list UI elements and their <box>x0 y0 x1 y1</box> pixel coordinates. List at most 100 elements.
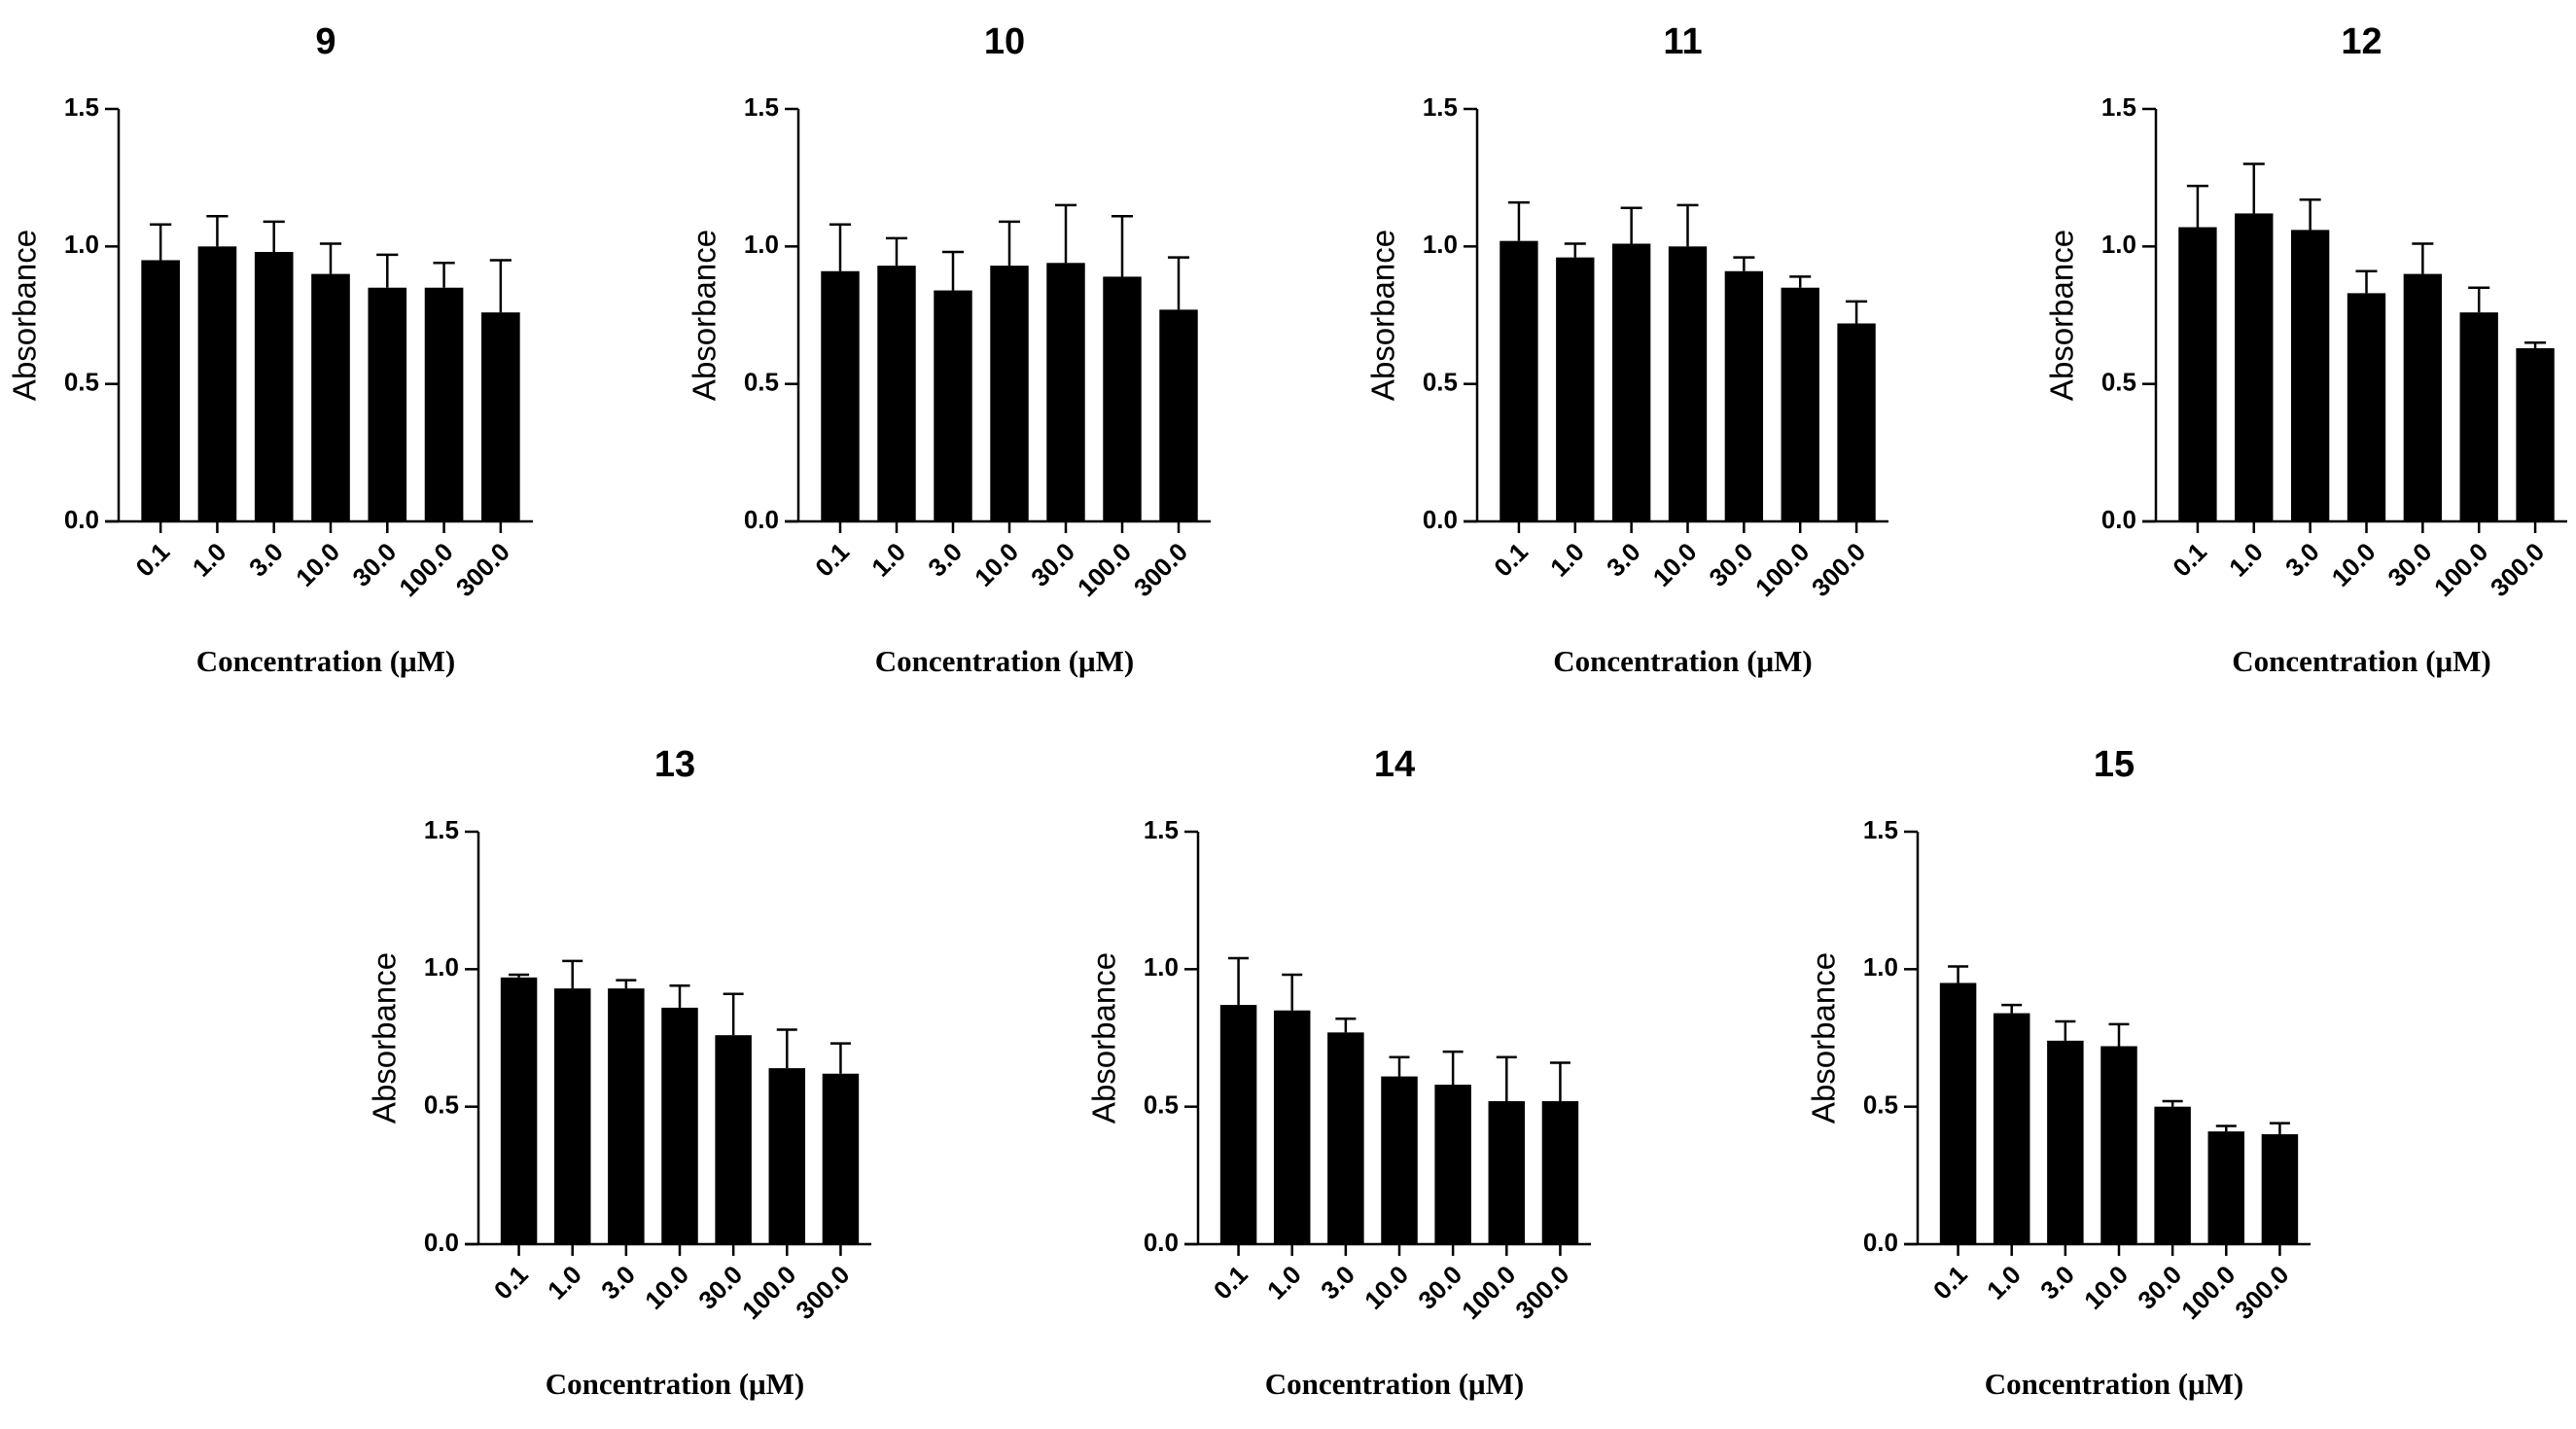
bar-1.0 <box>1993 1013 2030 1244</box>
y-tick-label: 1.0 <box>64 230 99 259</box>
x-tick-label: 0.1 <box>1927 1260 1973 1305</box>
x-tick-label: 100.0 <box>2175 1260 2241 1325</box>
bar-1.0 <box>553 988 591 1244</box>
bar-100.0 <box>2207 1131 2245 1244</box>
x-axis-label: Concentration (μM) <box>546 1367 804 1401</box>
chart-title: 10 <box>984 21 1025 62</box>
bar-3.0 <box>254 251 294 521</box>
bar-100.0 <box>1488 1101 1526 1244</box>
bar-0.1 <box>1219 1005 1257 1244</box>
bar-100.0 <box>2459 312 2498 521</box>
y-tick-label: 0.5 <box>1863 1090 1898 1120</box>
y-axis-label: Absorbance <box>1806 952 1842 1124</box>
bar-10.0 <box>990 266 1029 521</box>
x-tick-label: 0.1 <box>2167 537 2212 583</box>
bar-10.0 <box>661 1007 698 1244</box>
x-tick-label: 0.1 <box>1488 537 1534 583</box>
y-tick-label: 0.0 <box>424 1228 459 1257</box>
x-tick-label: 3.0 <box>2034 1260 2080 1305</box>
bar-0.1 <box>1939 982 1977 1244</box>
x-tick-label: 100.0 <box>1072 537 1137 602</box>
x-tick-label: 1.0 <box>2223 537 2269 583</box>
x-tick-label: 3.0 <box>1315 1260 1360 1305</box>
bar-0.1 <box>500 977 538 1244</box>
x-axis-label: Concentration (μM) <box>2232 644 2490 678</box>
chart-title: 12 <box>2341 21 2382 62</box>
bar-10.0 <box>311 273 350 521</box>
bar-3.0 <box>2047 1040 2084 1244</box>
x-axis-label: Concentration (μM) <box>1553 644 1812 678</box>
y-tick-label: 0.0 <box>1863 1228 1898 1257</box>
bar-0.1 <box>1500 240 1538 521</box>
x-tick-label: 300.0 <box>790 1260 855 1325</box>
x-tick-label: 0.1 <box>129 537 175 583</box>
bar-100.0 <box>768 1068 806 1244</box>
y-tick-label: 1.5 <box>1423 92 1458 122</box>
chart-title: 11 <box>1663 21 1702 62</box>
chart-title: 9 <box>315 21 335 62</box>
x-tick-label: 10.0 <box>290 537 345 592</box>
x-tick-label: 1.0 <box>865 537 911 583</box>
x-tick-label: 300.0 <box>450 537 515 602</box>
x-axis-label: Concentration (μM) <box>875 644 1134 678</box>
y-axis-label: Absorbance <box>687 230 723 401</box>
bar-1.0 <box>1273 1010 1311 1244</box>
x-tick-label: 1.0 <box>1981 1260 2027 1305</box>
bar-1.0 <box>197 246 237 522</box>
chart-title: 15 <box>2094 744 2135 785</box>
x-tick-label: 300.0 <box>2485 537 2550 602</box>
bar-10.0 <box>2100 1046 2137 1244</box>
y-tick-label: 1.5 <box>424 815 459 844</box>
y-tick-label: 0.0 <box>2101 505 2136 534</box>
x-tick-label: 3.0 <box>1601 537 1646 583</box>
x-tick-label: 30.0 <box>2382 537 2437 592</box>
bar-30.0 <box>1724 270 1764 521</box>
y-tick-label: 0.0 <box>64 505 99 534</box>
bar-30.0 <box>2403 273 2443 521</box>
x-tick-label: 30.0 <box>1025 537 1080 592</box>
x-axis-label: Concentration (μM) <box>1985 1367 2243 1401</box>
x-tick-label: 300.0 <box>2229 1260 2294 1325</box>
bar-0.1 <box>821 270 860 521</box>
bar-30.0 <box>368 287 407 521</box>
y-tick-label: 1.0 <box>2101 230 2136 259</box>
bar-300.0 <box>1837 323 1876 521</box>
x-tick-label: 0.1 <box>488 1260 534 1305</box>
chart-title: 13 <box>654 744 695 785</box>
bar-3.0 <box>1611 243 1651 522</box>
x-tick-label: 100.0 <box>736 1260 801 1325</box>
x-tick-label: 3.0 <box>922 537 968 583</box>
x-tick-label: 10.0 <box>639 1260 694 1315</box>
x-tick-label: 1.0 <box>1261 1260 1307 1305</box>
y-tick-label: 0.5 <box>1144 1090 1179 1120</box>
x-tick-label: 300.0 <box>1128 537 1193 602</box>
bar-30.0 <box>715 1035 752 1244</box>
y-axis-label: Absorbance <box>1365 230 1401 401</box>
bar-3.0 <box>608 988 645 1244</box>
bar-0.1 <box>141 260 180 521</box>
x-tick-label: 10.0 <box>1359 1260 1414 1315</box>
bar-1.0 <box>2235 213 2274 521</box>
x-tick-label: 30.0 <box>346 537 402 592</box>
x-tick-label: 0.1 <box>1208 1260 1253 1305</box>
y-tick-label: 0.0 <box>1423 505 1458 534</box>
x-tick-label: 300.0 <box>1509 1260 1574 1325</box>
y-axis-label: Absorbance <box>7 230 43 401</box>
bar-3.0 <box>2290 230 2330 521</box>
x-tick-label: 3.0 <box>595 1260 641 1305</box>
x-tick-label: 10.0 <box>2326 537 2382 592</box>
y-tick-label: 1.5 <box>1144 815 1179 844</box>
bar-30.0 <box>2154 1106 2191 1244</box>
x-tick-label: 1.0 <box>1544 537 1590 583</box>
x-tick-label: 10.0 <box>1647 537 1703 592</box>
x-tick-label: 1.0 <box>187 537 232 583</box>
bar-300.0 <box>1159 309 1198 521</box>
bar-1.0 <box>1556 257 1595 521</box>
y-tick-label: 1.5 <box>2101 92 2136 122</box>
bar-3.0 <box>934 290 972 521</box>
